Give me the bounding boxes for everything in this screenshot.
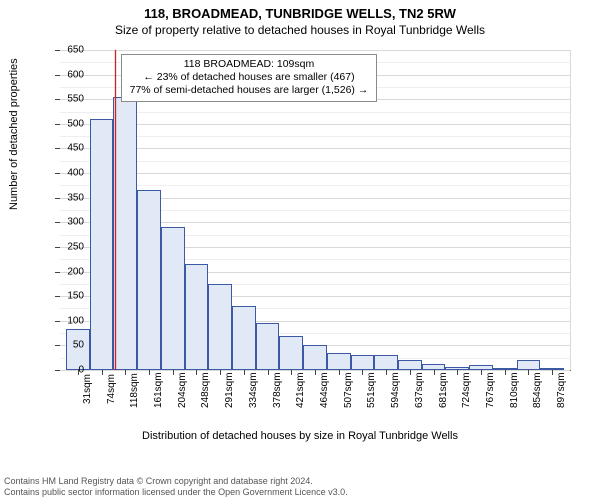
x-tick-mark bbox=[552, 370, 553, 375]
x-tick-label: 291sqm bbox=[224, 374, 235, 408]
y-tick-mark bbox=[55, 50, 60, 51]
x-tick-label: 594sqm bbox=[390, 374, 401, 408]
x-tick-mark bbox=[362, 370, 363, 375]
histogram-bar bbox=[398, 360, 422, 370]
x-tick-label: 464sqm bbox=[319, 374, 330, 408]
x-tick-mark bbox=[410, 370, 411, 375]
x-tick-label: 74sqm bbox=[106, 374, 117, 408]
x-tick-label: 681sqm bbox=[438, 374, 449, 408]
y-tick-label: 250 bbox=[44, 241, 84, 252]
y-tick-label: 50 bbox=[44, 340, 84, 351]
x-tick-mark bbox=[481, 370, 482, 375]
x-tick-label: 637sqm bbox=[414, 374, 425, 408]
x-tick-mark bbox=[78, 370, 79, 375]
x-tick-mark bbox=[291, 370, 292, 375]
y-tick-label: 550 bbox=[44, 94, 84, 105]
y-tick-mark bbox=[55, 247, 60, 248]
y-tick-label: 300 bbox=[44, 217, 84, 228]
x-tick-mark bbox=[268, 370, 269, 375]
footer-attribution: Contains HM Land Registry data © Crown c… bbox=[4, 476, 596, 498]
x-tick-mark bbox=[244, 370, 245, 375]
x-tick-mark bbox=[528, 370, 529, 375]
plot-area: 118 BROADMEAD: 109sqm ← 23% of detached … bbox=[60, 50, 571, 371]
footer-line-1: Contains HM Land Registry data © Crown c… bbox=[4, 476, 596, 487]
x-tick-mark bbox=[339, 370, 340, 375]
y-tick-mark bbox=[55, 124, 60, 125]
y-tick-mark bbox=[55, 370, 60, 371]
x-tick-mark bbox=[457, 370, 458, 375]
y-tick-mark bbox=[55, 148, 60, 149]
x-tick-label: 118sqm bbox=[129, 374, 140, 408]
y-tick-mark bbox=[55, 345, 60, 346]
x-tick-label: 421sqm bbox=[295, 374, 306, 408]
x-tick-label: 204sqm bbox=[177, 374, 188, 408]
histogram-bar bbox=[113, 97, 137, 370]
x-tick-label: 161sqm bbox=[153, 374, 164, 408]
y-tick-mark bbox=[55, 321, 60, 322]
y-tick-label: 400 bbox=[44, 168, 84, 179]
x-tick-mark bbox=[196, 370, 197, 375]
x-axis-label: Distribution of detached houses by size … bbox=[0, 430, 600, 442]
chart-container: 118, BROADMEAD, TUNBRIDGE WELLS, TN2 5RW… bbox=[0, 0, 600, 500]
y-tick-mark bbox=[55, 198, 60, 199]
histogram-bar bbox=[137, 190, 161, 370]
histogram-bar bbox=[303, 345, 327, 370]
annotation-line-3: 77% of semi-detached houses are larger (… bbox=[130, 84, 369, 97]
y-tick-label: 350 bbox=[44, 192, 84, 203]
y-tick-label: 100 bbox=[44, 315, 84, 326]
histogram-bar bbox=[208, 284, 232, 370]
x-tick-label: 248sqm bbox=[200, 374, 211, 408]
histogram-bar bbox=[374, 355, 398, 370]
x-tick-mark bbox=[220, 370, 221, 375]
y-tick-mark bbox=[55, 99, 60, 100]
y-tick-mark bbox=[55, 173, 60, 174]
x-tick-label: 810sqm bbox=[509, 374, 520, 408]
y-tick-label: 200 bbox=[44, 266, 84, 277]
y-tick-label: 650 bbox=[44, 45, 84, 56]
x-tick-mark bbox=[505, 370, 506, 375]
histogram-bar bbox=[232, 306, 256, 370]
histogram-bar bbox=[327, 353, 351, 370]
histogram-bar bbox=[256, 323, 280, 370]
y-axis-label: Number of detached properties bbox=[8, 58, 20, 210]
annotation-box: 118 BROADMEAD: 109sqm ← 23% of detached … bbox=[121, 54, 378, 102]
x-tick-mark bbox=[102, 370, 103, 375]
annotation-line-2: ← 23% of detached houses are smaller (46… bbox=[130, 71, 369, 84]
x-tick-mark bbox=[125, 370, 126, 375]
x-tick-label: 854sqm bbox=[532, 374, 543, 408]
x-tick-mark bbox=[386, 370, 387, 375]
histogram-bar bbox=[517, 360, 541, 370]
histogram-bar bbox=[90, 119, 114, 370]
y-tick-mark bbox=[55, 75, 60, 76]
x-tick-mark bbox=[173, 370, 174, 375]
histogram-bar bbox=[185, 264, 209, 370]
x-tick-label: 897sqm bbox=[556, 374, 567, 408]
x-tick-mark bbox=[149, 370, 150, 375]
histogram-bar bbox=[161, 227, 185, 370]
footer-line-2: Contains public sector information licen… bbox=[4, 487, 596, 498]
annotation-line-1: 118 BROADMEAD: 109sqm bbox=[130, 58, 369, 71]
x-tick-label: 31sqm bbox=[82, 374, 93, 408]
histogram-bar bbox=[351, 355, 375, 370]
x-tick-label: 724sqm bbox=[461, 374, 472, 408]
y-tick-mark bbox=[55, 296, 60, 297]
chart-subtitle: Size of property relative to detached ho… bbox=[0, 21, 600, 37]
x-tick-label: 767sqm bbox=[485, 374, 496, 408]
y-tick-label: 600 bbox=[44, 69, 84, 80]
reference-line bbox=[115, 50, 116, 370]
histogram-bar bbox=[279, 336, 303, 370]
x-tick-label: 507sqm bbox=[343, 374, 354, 408]
x-tick-label: 334sqm bbox=[248, 374, 259, 408]
y-tick-label: 450 bbox=[44, 143, 84, 154]
x-tick-label: 551sqm bbox=[366, 374, 377, 408]
y-tick-label: 150 bbox=[44, 291, 84, 302]
y-tick-mark bbox=[55, 222, 60, 223]
x-tick-mark bbox=[315, 370, 316, 375]
y-tick-mark bbox=[55, 272, 60, 273]
x-tick-mark bbox=[434, 370, 435, 375]
x-tick-label: 378sqm bbox=[272, 374, 283, 408]
y-tick-label: 500 bbox=[44, 118, 84, 129]
chart-title: 118, BROADMEAD, TUNBRIDGE WELLS, TN2 5RW bbox=[0, 0, 600, 21]
